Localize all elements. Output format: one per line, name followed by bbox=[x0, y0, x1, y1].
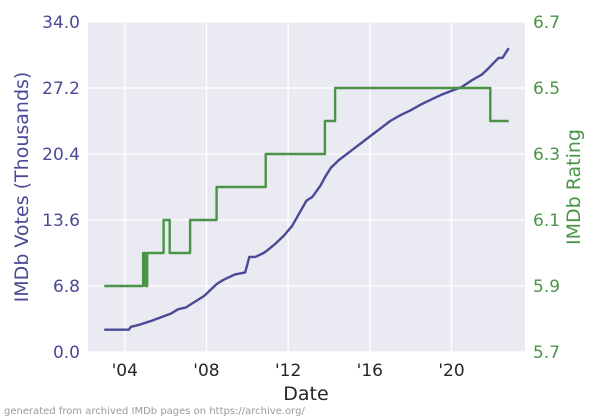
left-tick-label: 13.6 bbox=[42, 211, 80, 231]
left-tick-label: 20.4 bbox=[42, 145, 80, 165]
rating-series-line bbox=[104, 86, 509, 288]
x-tick-label: '20 bbox=[438, 361, 464, 381]
x-tick-label: '08 bbox=[193, 361, 219, 381]
right-tick-label: 6.7 bbox=[533, 13, 560, 33]
left-axis-title: IMDb Votes (Thousands) bbox=[11, 72, 33, 303]
x-axis-ticks: '04 '08 '12 '16 '20 bbox=[112, 361, 465, 381]
right-tick-label: 5.9 bbox=[533, 277, 560, 297]
right-tick-label: 6.5 bbox=[533, 79, 560, 99]
right-tick-label: 6.3 bbox=[533, 145, 560, 165]
left-tick-label: 0.0 bbox=[53, 343, 80, 363]
plot-background bbox=[88, 22, 525, 352]
series-layer bbox=[104, 47, 510, 331]
x-gridlines bbox=[124, 22, 453, 352]
right-tick-label: 5.7 bbox=[533, 343, 560, 363]
left-tick-label: 27.2 bbox=[42, 79, 80, 99]
left-axis-ticks: 0.0 6.8 13.6 20.4 27.2 34.0 bbox=[42, 13, 80, 363]
left-tick-label: 34.0 bbox=[42, 13, 80, 33]
source-credit: generated from archived IMDb pages on ht… bbox=[4, 406, 305, 417]
x-tick-label: '04 bbox=[112, 361, 138, 381]
right-axis-title: IMDb Rating bbox=[563, 129, 585, 245]
x-axis-title: Date bbox=[283, 383, 328, 405]
right-tick-label: 6.1 bbox=[533, 211, 560, 231]
right-axis-ticks: 5.7 5.9 6.1 6.3 6.5 6.7 bbox=[533, 13, 560, 363]
left-tick-label: 6.8 bbox=[53, 277, 80, 297]
x-tick-label: '12 bbox=[275, 361, 301, 381]
votes-series-line bbox=[104, 47, 510, 331]
x-tick-label: '16 bbox=[357, 361, 383, 381]
